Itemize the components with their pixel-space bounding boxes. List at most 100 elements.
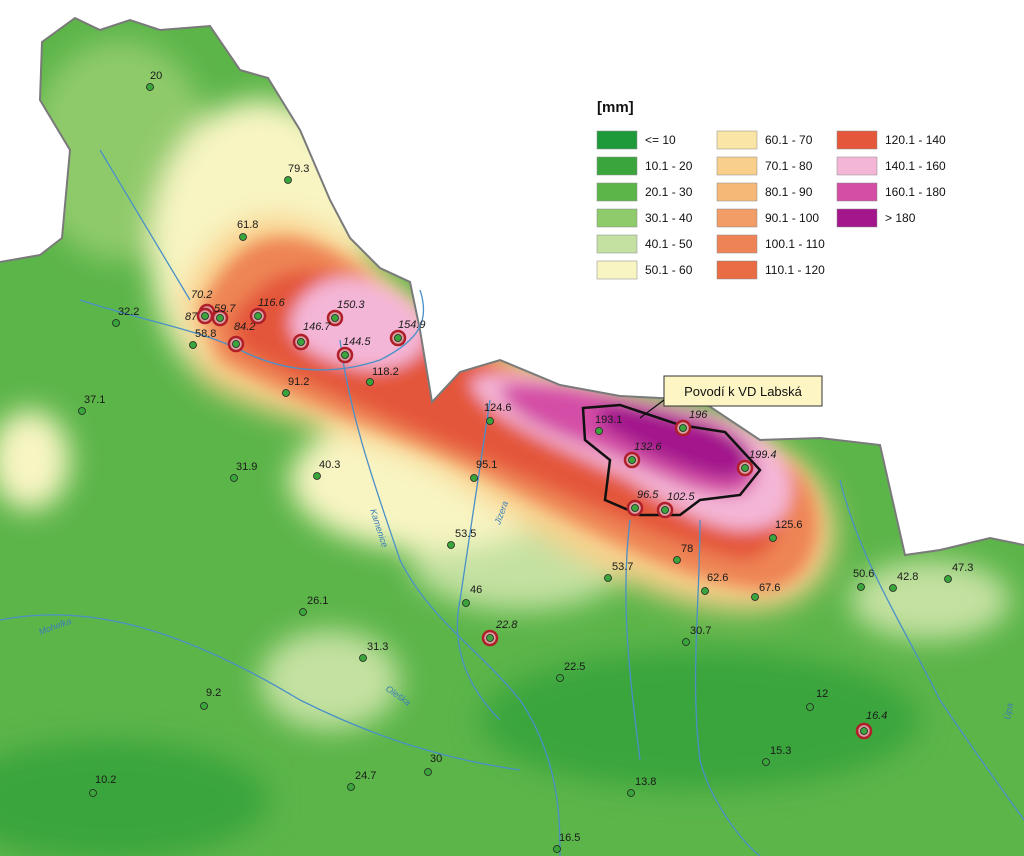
legend-label: > 180 [885,211,916,225]
legend-label: 90.1 - 100 [765,211,819,225]
station-label: 13.8 [635,776,656,788]
station-label: 30 [430,753,442,765]
callout-pointer [639,399,665,419]
station-label: 199.4 [749,449,777,461]
legend-label: 110.1 - 120 [765,263,825,277]
callout-label: Povodí k VD Labská [684,384,803,399]
legend-label: 100.1 - 110 [765,237,825,251]
station-label: 62.6 [707,572,728,584]
station-marker [631,504,639,512]
legend-label: 30.1 - 40 [645,211,693,225]
station-label: 53.7 [612,561,633,573]
station-marker [806,703,814,711]
station-label: 50.6 [853,568,874,580]
station-label: 58.8 [195,328,216,340]
station-label: 196 [689,409,708,421]
station-marker [673,556,681,564]
legend-label: <= 10 [645,133,676,147]
station-marker [201,312,209,320]
station-marker [230,474,238,482]
station-label: 20 [150,70,162,82]
station-marker [944,575,952,583]
station-marker [189,341,197,349]
station-label: 10.2 [95,774,116,786]
station-marker [112,319,120,327]
station-label: 9.2 [206,687,221,699]
border [0,16,1024,557]
legend-label: 10.1 - 20 [645,159,693,173]
station-marker [762,758,770,766]
station-label: 67.6 [759,582,780,594]
station-label: 40.3 [319,459,340,471]
station-label: 96.5 [637,489,659,501]
legend-title: [mm] [597,99,634,116]
station-label: 30.7 [690,625,711,637]
station-label: 15.3 [770,745,791,757]
legend-label: 80.1 - 90 [765,185,813,199]
station-marker [239,233,247,241]
station-marker [359,654,367,662]
legend-swatch [716,234,758,254]
river-label: Úpa [1002,702,1015,720]
legend-swatch [596,260,638,280]
station-marker [299,608,307,616]
station-label: 91.2 [288,376,309,388]
station-marker [486,634,494,642]
station-marker [232,340,240,348]
station-label: 31.3 [367,641,388,653]
station-marker [282,389,290,397]
legend-label: 60.1 - 70 [765,133,813,147]
station-marker [860,727,868,735]
station-marker [556,674,564,682]
station-marker [628,456,636,464]
station-marker [394,334,402,342]
station-label: 84.2 [234,321,255,333]
station-label: 144.5 [343,336,371,348]
station-marker [254,312,262,320]
station-marker [341,351,349,359]
station-marker [701,587,709,595]
station-marker [347,783,355,791]
station-label: 154.9 [398,319,426,331]
legend-label: 160.1 - 180 [885,185,946,199]
station-label: 78 [681,543,693,555]
legend-swatch [836,208,878,228]
station-label: 132.6 [634,441,662,453]
station-marker [89,789,97,797]
station-marker [661,506,669,514]
station-label: 53.5 [455,528,476,540]
station-label: 61.8 [237,219,258,231]
station-label: 87 [185,311,198,323]
station-marker [297,338,305,346]
legend-swatch [836,182,878,202]
station-label: 31.9 [236,461,257,473]
station-label: 47.3 [952,562,973,574]
station-marker [857,583,865,591]
station-label: 24.7 [355,770,376,782]
station-label: 12 [816,688,828,700]
station-label: 125.6 [775,519,803,531]
legend-swatch [716,156,758,176]
legend-label: 70.1 - 80 [765,159,813,173]
station-marker [462,599,470,607]
station-marker [78,407,86,415]
legend-label: 20.1 - 30 [645,185,693,199]
station-label: 16.4 [866,710,887,722]
station-label: 116.6 [258,297,286,309]
station-marker [679,424,687,432]
station-marker [741,464,749,472]
legend-label: 140.1 - 160 [885,159,946,173]
station-marker [146,83,154,91]
station-label: 118.2 [372,366,399,378]
legend-swatch [596,182,638,202]
callout-box [663,375,823,407]
station-label: 102.5 [667,491,695,503]
legend-swatch [596,234,638,254]
rivers [0,149,1024,856]
station-label: 46 [470,584,482,596]
legend-label: 120.1 - 140 [885,133,946,147]
station-label: 22.8 [495,619,518,631]
station-marker [553,845,561,853]
station-label: 59.7 [214,303,236,315]
